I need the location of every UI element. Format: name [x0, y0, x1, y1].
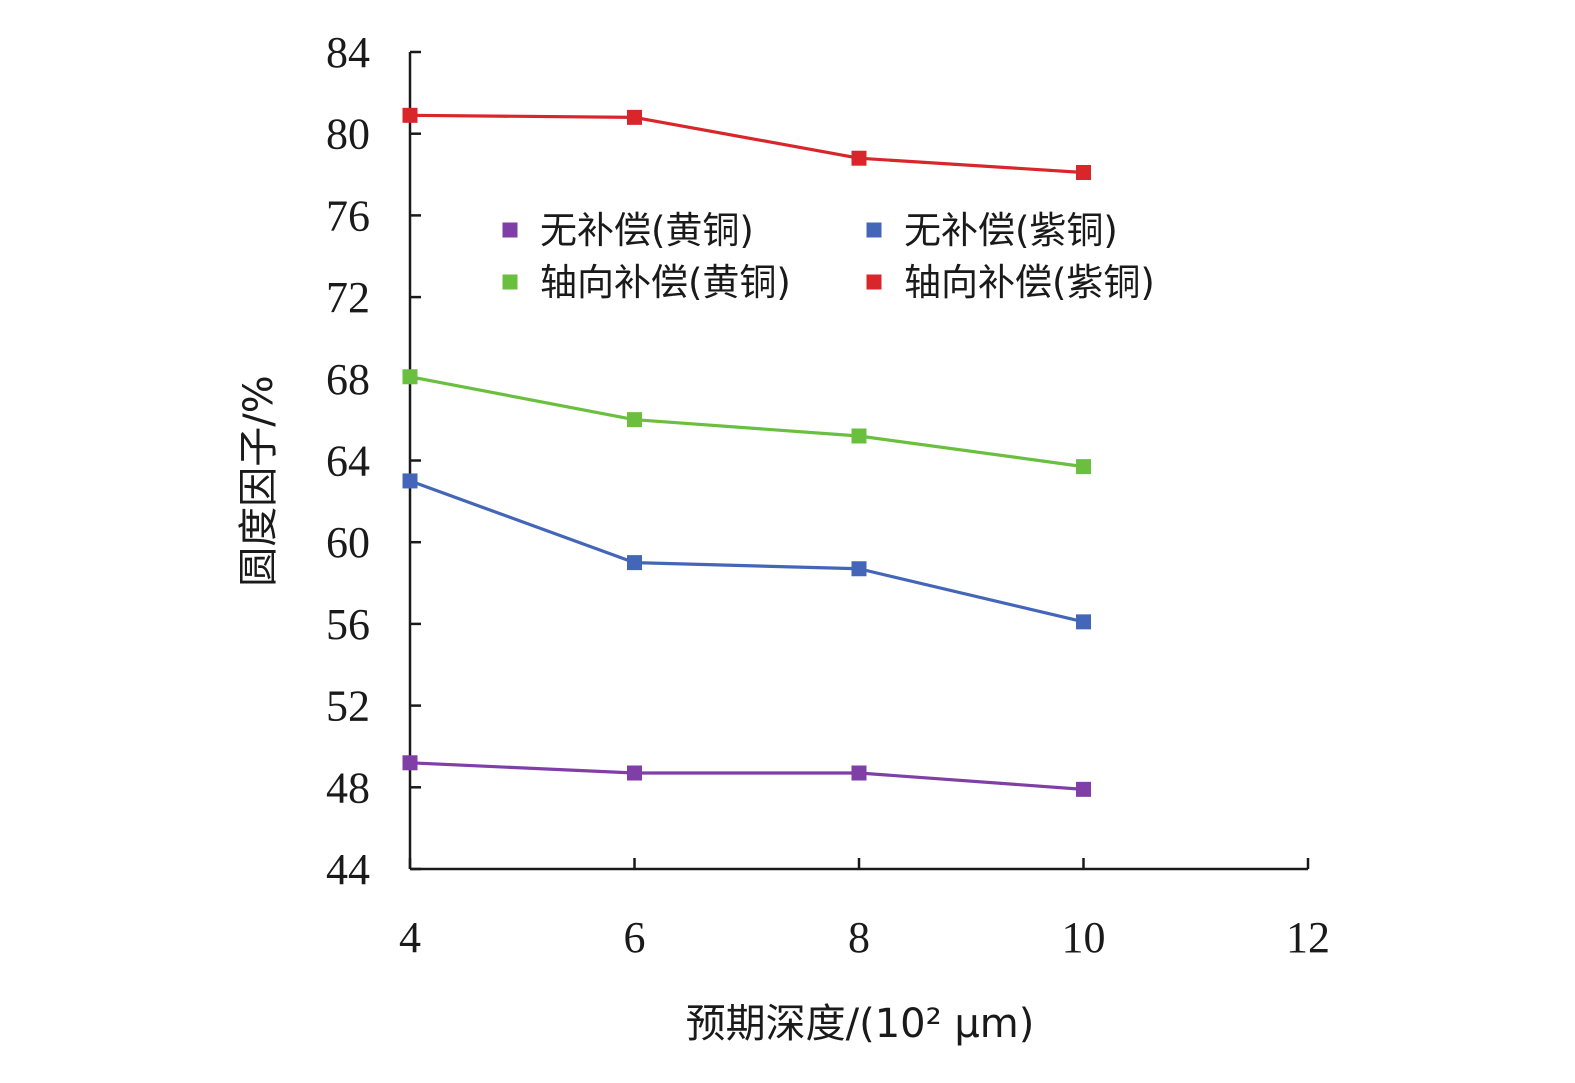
x-tick-label: 6: [624, 913, 646, 962]
y-tick-label: 76: [326, 191, 370, 240]
series-line: [409, 375, 1084, 469]
series-layer: [402, 107, 1091, 797]
y-tick-label: 72: [326, 273, 370, 322]
data-point: [627, 765, 642, 781]
data-point: [851, 150, 867, 166]
y-tick-label: 44: [326, 845, 370, 894]
legend-marker: [502, 274, 518, 290]
data-point: [1076, 165, 1091, 181]
legend-label: 轴向补偿(黄铜): [540, 261, 791, 304]
x-tick-label: 8: [848, 913, 870, 962]
series-line: [409, 479, 1084, 624]
x-tick-label: 12: [1286, 913, 1330, 962]
data-point: [851, 765, 867, 781]
series-3: [402, 107, 1091, 181]
data-point: [402, 369, 418, 385]
data-point: [1076, 781, 1091, 797]
legend-item: 轴向补偿(紫铜): [866, 261, 1155, 304]
series-0: [402, 755, 1091, 797]
legend-item: 轴向补偿(黄铜): [502, 261, 791, 304]
y-tick-label: 48: [326, 763, 370, 812]
legend-item: 无补偿(紫铜): [866, 209, 1118, 252]
x-axis-ticks: 4 6 8 10 12: [399, 858, 1330, 962]
series-line: [409, 761, 1084, 791]
y-axis-title: 圆度因子/%: [236, 375, 282, 586]
x-tick-label: 10: [1062, 913, 1106, 962]
data-point: [402, 755, 418, 771]
legend: 无补偿(黄铜) 无补偿(紫铜) 轴向补偿(黄铜) 轴向补偿(紫铜): [502, 209, 1155, 304]
data-point: [1076, 459, 1091, 475]
data-point: [627, 555, 642, 571]
y-tick-label: 80: [326, 110, 370, 159]
data-point: [627, 412, 642, 428]
data-point: [627, 109, 642, 125]
y-tick-label: 68: [326, 355, 370, 404]
y-axis-ticks: 44 48 52 56 60 64 68 72 76 80 84: [326, 28, 421, 894]
y-tick-label: 52: [326, 682, 370, 731]
legend-marker: [502, 222, 518, 238]
legend-marker: [866, 274, 882, 290]
y-tick-label: 60: [326, 518, 370, 567]
x-axis-title: 预期深度/(10² μm): [686, 1001, 1035, 1047]
series-line: [409, 113, 1084, 175]
x-tick-label: 4: [399, 913, 421, 962]
series-2: [402, 369, 1091, 475]
legend-label: 无补偿(黄铜): [540, 209, 754, 252]
data-point: [1076, 614, 1091, 630]
legend-marker: [866, 222, 882, 238]
y-tick-label: 84: [326, 28, 370, 77]
axes: [408, 52, 1308, 871]
legend-label: 无补偿(紫铜): [904, 209, 1118, 252]
y-tick-label: 64: [326, 437, 370, 486]
legend-item: 无补偿(黄铜): [502, 209, 754, 252]
data-point: [851, 561, 867, 577]
data-point: [851, 428, 867, 444]
y-tick-label: 56: [326, 600, 370, 649]
data-point: [402, 473, 418, 489]
legend-label: 轴向补偿(紫铜): [904, 261, 1155, 304]
series-1: [402, 473, 1091, 630]
data-point: [402, 107, 418, 123]
